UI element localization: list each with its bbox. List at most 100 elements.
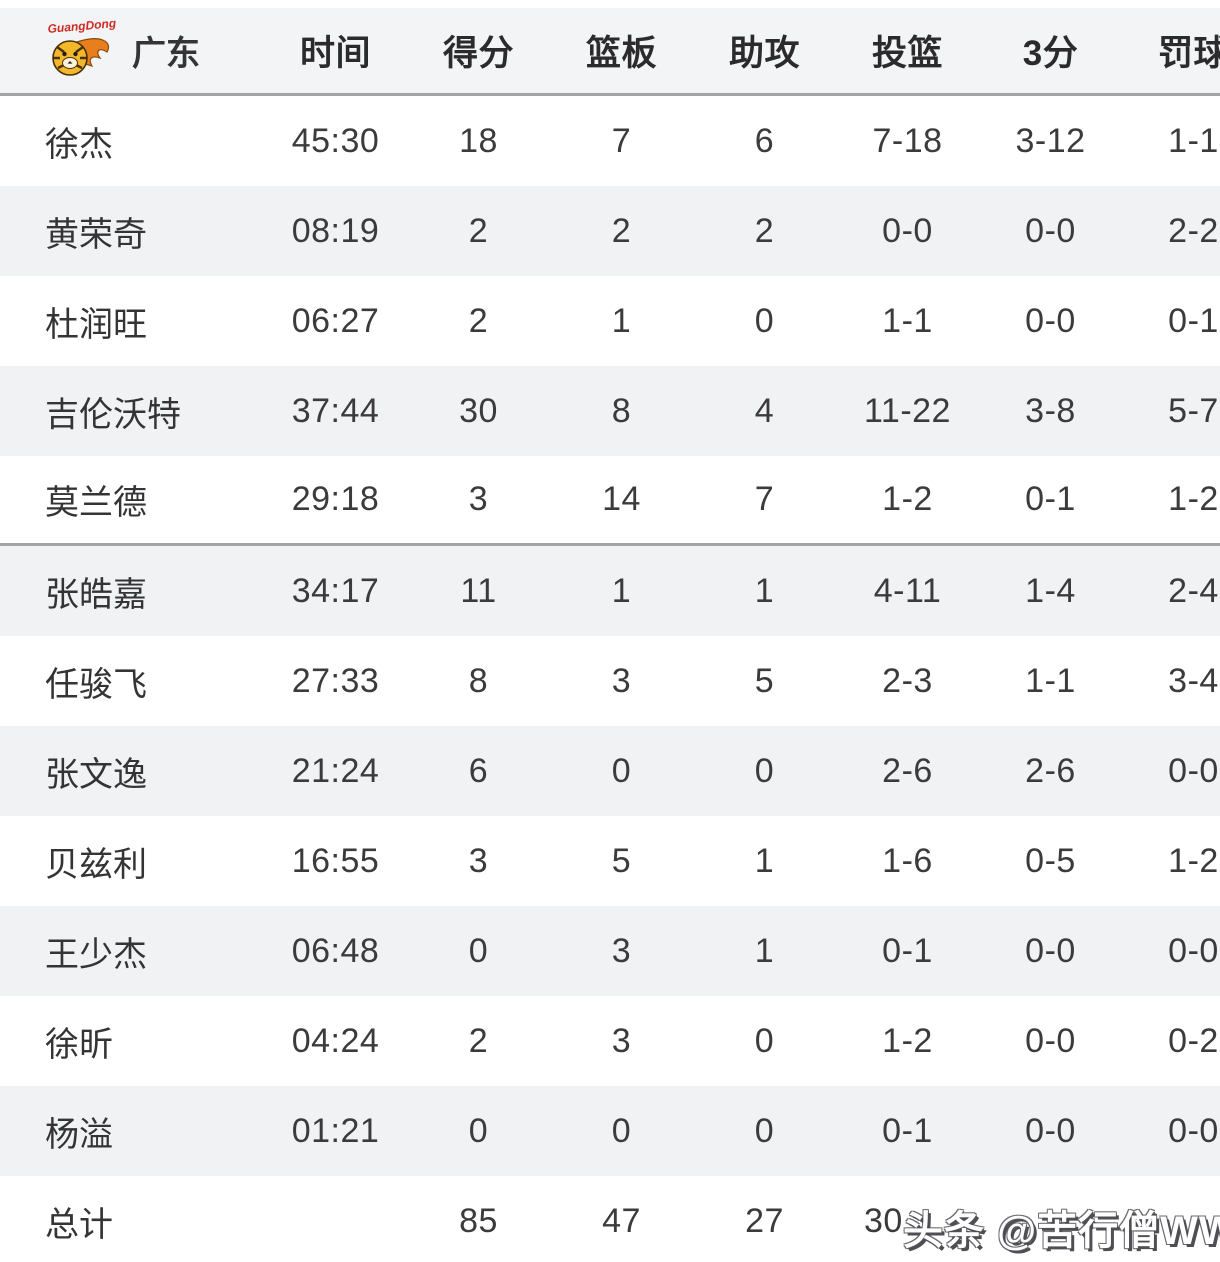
stat-ft: 0-0 [1168,751,1219,790]
stat-assists: 5 [754,661,775,700]
table-row-zhanghaojia: 张皓嘉 34:17 11 1 1 4-11 1-4 2-4 [0,546,1220,636]
stat-rebounds: 3 [611,1021,632,1060]
column-header-rebounds: 篮板 [585,34,657,73]
stat-rebounds: 8 [611,391,632,430]
totals-label: 总计 [45,1205,113,1244]
stat-ft: 0-0 [1168,1111,1219,1150]
column-header-time: 时间 [299,34,371,73]
stat-points: 2 [468,301,489,340]
stat-rebounds: 0 [611,751,632,790]
stat-assists: 1 [754,841,775,880]
player-name: 张皓嘉 [45,575,147,614]
stat-time: 34:17 [291,571,380,610]
column-header-fg: 投篮 [871,34,943,73]
player-name: 吉伦沃特 [45,395,181,434]
table-row-totals: 总计 85 47 27 30 [0,1176,1220,1262]
player-name: 杨溢 [45,1115,113,1154]
player-name: 贝兹利 [45,845,147,884]
stat-rebounds: 3 [611,661,632,700]
stat-ft: 1-2 [1168,841,1219,880]
stat-fg: 2-6 [882,751,933,790]
stat-3pt: 0-0 [1025,1111,1076,1150]
stat-assists: 0 [754,1021,775,1060]
stat-ft: 3-4 [1168,661,1219,700]
stat-assists: 6 [754,121,775,160]
stat-assists: 0 [754,1111,775,1150]
player-name: 莫兰德 [45,484,147,522]
table-row-beizili: 贝兹利 16:55 3 5 1 1-6 0-5 1-2 [0,816,1220,906]
stat-ft: 2-4 [1168,571,1219,610]
stat-points: 30 [459,391,498,430]
stat-3pt: 2-6 [1025,751,1076,790]
stat-points: 2 [468,211,489,250]
stat-ft: 5-7 [1168,391,1219,430]
player-name: 黄荣奇 [45,215,147,254]
stat-rebounds: 47 [602,1201,641,1240]
table-row-wangshaojie: 王少杰 06:48 0 3 1 0-1 0-0 0-0 [0,906,1220,996]
stat-rebounds: 1 [611,301,632,340]
toutiao-watermark: 头条 @苦行僧WWW-2 [903,1209,1220,1253]
stat-time: 21:24 [291,751,380,790]
stat-time: 06:27 [291,301,380,340]
stat-points: 85 [459,1201,498,1240]
stat-ft: 0-2 [1168,1021,1219,1060]
stat-ft: 2-2 [1168,211,1219,250]
svg-text:GuangDong: GuangDong [47,20,117,36]
stat-points: 18 [459,121,498,160]
stat-fg: 1-2 [882,1021,933,1060]
stat-3pt: 0-1 [1025,480,1076,518]
stat-ft: 0-0 [1168,931,1219,970]
stat-time: 45:30 [291,121,380,160]
stat-ft: 1-1 [1168,121,1219,160]
stat-3pt: 1-4 [1025,571,1076,610]
table-row-jilunwote: 吉伦沃特 37:44 30 8 4 11-22 3-8 5-7 [0,366,1220,456]
stat-3pt: 0-0 [1025,211,1076,250]
player-name: 王少杰 [45,935,147,974]
stat-3pt: 3-8 [1025,391,1076,430]
stat-fg: 4-11 [873,571,942,610]
stat-fg: 11-22 [864,391,951,430]
stat-time: 08:19 [291,211,380,250]
stat-rebounds: 2 [611,211,632,250]
stat-fg: 1-1 [882,301,933,340]
stat-time: 27:33 [291,661,380,700]
stat-3pt: 0-0 [1025,1021,1076,1060]
stat-assists: 27 [745,1201,784,1240]
stat-rebounds: 5 [611,841,632,880]
stat-time: 06:48 [291,931,380,970]
stat-3pt: 0-0 [1025,931,1076,970]
stat-fg: 0-1 [882,1111,933,1150]
stat-time: 16:55 [291,841,380,880]
table-row-renjunfei: 任骏飞 27:33 8 3 5 2-3 1-1 3-4 [0,636,1220,726]
stat-fg: 30 [864,1201,903,1240]
stat-time: 04:24 [291,1021,380,1060]
table-row-huangrongqi: 黄荣奇 08:19 2 2 2 0-0 0-0 2-2 [0,186,1220,276]
header-divider [0,93,1220,96]
stat-time: 37:44 [291,391,380,430]
stat-points: 0 [468,1111,489,1150]
stat-assists: 4 [754,391,775,430]
stat-rebounds: 1 [611,571,632,610]
guangdong-tigers-logo-icon: GuangDong [45,15,117,82]
table-header: GuangDong 广东 时间 得分 篮板 助攻 投篮 3分 罚 [0,8,1220,93]
stat-points: 0 [468,931,489,970]
starters-bench-divider [0,543,1220,546]
stat-points: 3 [468,480,489,518]
stat-fg: 1-6 [882,841,933,880]
stat-points: 2 [468,1021,489,1060]
column-header-ft: 罚球 [1157,34,1220,73]
team-name: 广东 [132,35,200,73]
stat-3pt: 0-5 [1025,841,1076,880]
table-row-zhangwenyi: 张文逸 21:24 6 0 0 2-6 2-6 0-0 [0,726,1220,816]
column-header-3pt: 3分 [1022,34,1079,73]
stat-points: 3 [468,841,489,880]
stat-time: 01:21 [291,1111,380,1150]
stat-rebounds: 7 [611,121,632,160]
stat-assists: 1 [754,571,775,610]
stat-assists: 2 [754,211,775,250]
column-header-assists: 助攻 [728,34,800,73]
stat-fg: 0-1 [882,931,933,970]
stat-assists: 7 [754,480,775,518]
